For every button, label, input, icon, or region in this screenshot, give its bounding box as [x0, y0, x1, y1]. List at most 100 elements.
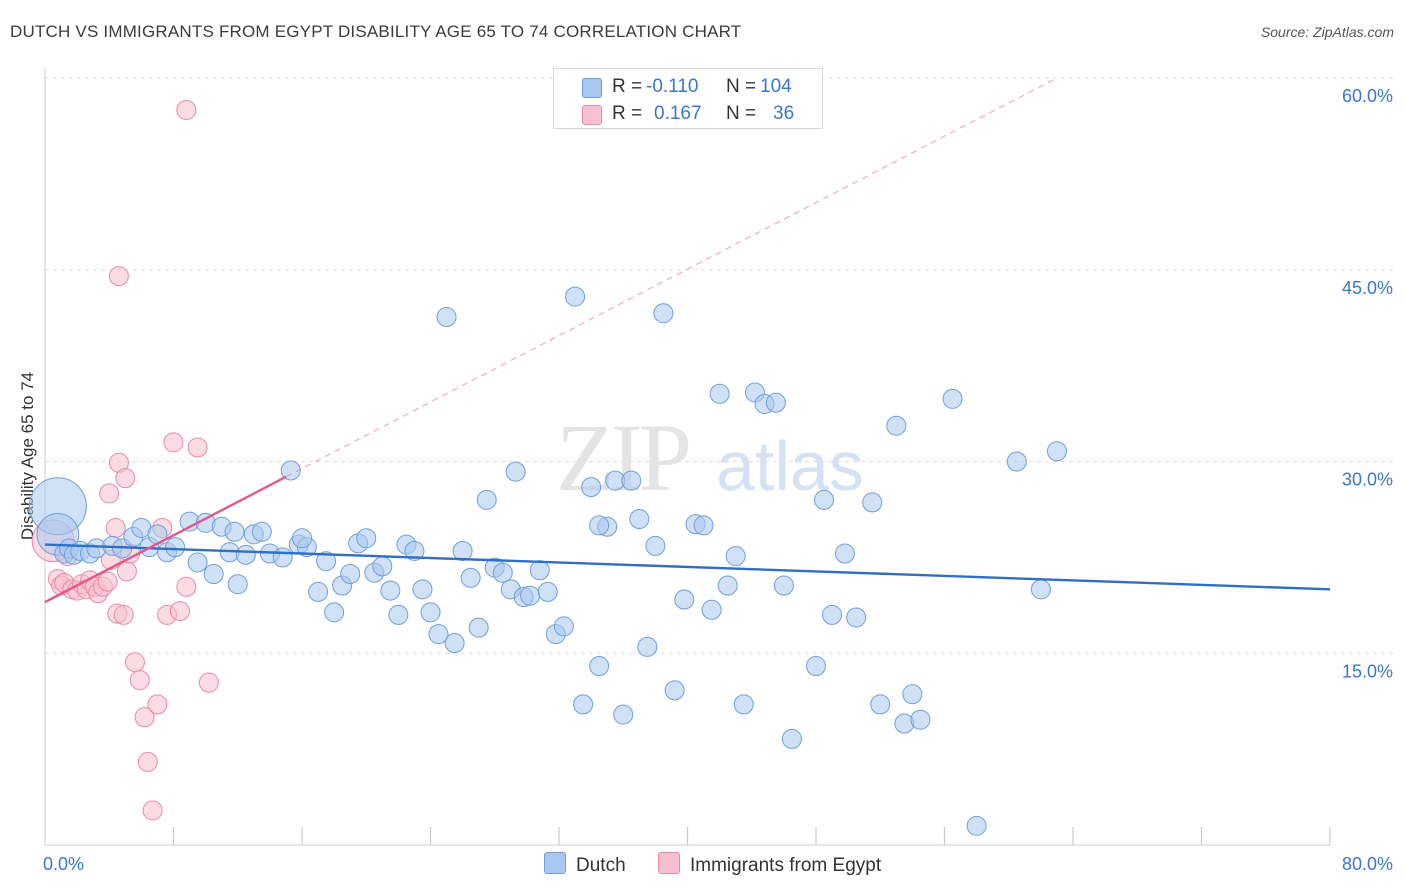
dutch-trend-line — [44, 543, 1331, 591]
watermark: ZIP atlas — [556, 404, 864, 511]
dutch-points-layer — [28, 286, 1067, 836]
egypt-point — [147, 694, 168, 715]
dutch-point — [1006, 451, 1027, 472]
egypt-point — [108, 266, 129, 287]
dutch-point — [1030, 579, 1051, 600]
legend-n-label: N = — [726, 76, 757, 97]
dutch-point — [902, 684, 923, 705]
dutch-point — [733, 694, 754, 715]
dutch-point — [553, 616, 574, 637]
dutch-point — [444, 633, 465, 654]
dutch-point — [862, 492, 883, 513]
legend-r-label: R = — [612, 76, 643, 97]
dutch-point — [942, 388, 963, 409]
legend-swatch-dutch — [582, 78, 602, 98]
dutch-point — [846, 607, 867, 628]
dutch-point — [781, 728, 802, 749]
dutch-point — [573, 694, 594, 715]
egypt-point — [169, 601, 190, 622]
bottom-legend-label-dutch: Dutch — [576, 855, 626, 876]
dutch-point — [372, 556, 393, 577]
bottom-legend-swatch-dutch — [544, 852, 566, 874]
dutch-point — [581, 477, 602, 498]
dutch-point — [589, 656, 610, 677]
dutch-point — [380, 580, 401, 601]
stats-legend: R = -0.110 N = 104 R = 0.167 N = 36 — [553, 68, 823, 129]
dutch-point — [613, 704, 634, 725]
dutch-point — [701, 599, 722, 620]
dutch-point — [476, 489, 497, 510]
axes-layer — [44, 68, 1331, 846]
dutch-point — [725, 546, 746, 567]
dutch-point — [316, 551, 337, 572]
dutch-point — [251, 521, 272, 542]
egypt-point — [137, 751, 158, 772]
dutch-point — [203, 563, 224, 584]
dutch-point — [589, 515, 610, 536]
egypt-points-layer — [31, 99, 219, 821]
y-tick-label: 15.0% — [1342, 661, 1393, 681]
dutch-point — [452, 540, 473, 561]
tick-labels-layer: 15.0% 30.0% 45.0% 60.0% 0.0% 80.0% — [43, 86, 1393, 874]
dutch-point — [910, 709, 931, 730]
dutch-point — [645, 535, 666, 556]
dutch-point — [492, 562, 513, 583]
egypt-point — [163, 432, 184, 453]
dutch-point — [674, 589, 695, 610]
legend-n-value: 104 — [760, 76, 792, 97]
dutch-point — [621, 470, 642, 491]
dutch-point — [629, 509, 650, 530]
dutch-point — [1046, 441, 1067, 462]
dutch-point — [165, 537, 186, 558]
egypt-point — [115, 468, 136, 489]
egypt-point — [99, 483, 120, 504]
dutch-point — [324, 602, 345, 623]
dutch-point — [460, 567, 481, 588]
egypt-point — [113, 604, 134, 625]
dutch-point — [966, 815, 987, 836]
egypt-point — [97, 571, 118, 592]
legend-swatch-egypt — [582, 105, 602, 125]
egypt-point — [129, 670, 150, 691]
egypt-point — [134, 707, 155, 728]
trend-lines-layer — [44, 77, 1331, 604]
dutch-point — [822, 604, 843, 625]
dutch-point — [404, 540, 425, 561]
legend-r-value: 0.167 — [654, 103, 702, 124]
dutch-point — [235, 544, 256, 565]
legend-r-label: R = — [612, 103, 643, 124]
egypt-point — [176, 99, 197, 120]
dutch-point — [806, 656, 826, 677]
x-tick-label: 80.0% — [1342, 854, 1393, 874]
dutch-point — [468, 617, 489, 638]
chart-title: DUTCH VS IMMIGRANTS FROM EGYPT DISABILIT… — [10, 22, 742, 41]
egypt-point — [124, 652, 145, 673]
dutch-point — [520, 585, 541, 606]
dutch-point — [412, 579, 433, 600]
dutch-point — [637, 636, 658, 657]
dutch-point — [664, 680, 685, 701]
bottom-legend-swatch-egypt — [658, 852, 680, 874]
dutch-point — [773, 575, 794, 596]
watermark-zip: ZIP — [556, 404, 689, 511]
dutch-point — [428, 624, 449, 645]
egypt-point — [142, 800, 163, 821]
dutch-point — [356, 528, 377, 549]
bottom-legend-label-egypt: Immigrants from Egypt — [690, 855, 882, 876]
dutch-point — [272, 547, 293, 568]
y-tick-label: 45.0% — [1342, 278, 1393, 298]
bottom-legend-egypt: Immigrants from Egypt — [658, 852, 881, 877]
egypt-point — [176, 576, 197, 597]
dutch-point — [420, 602, 441, 623]
chart-source: Source: ZipAtlas.com — [1260, 24, 1394, 40]
dutch-point — [717, 575, 738, 596]
dutch-point — [280, 460, 301, 481]
dutch-point — [529, 560, 550, 581]
bottom-legend-dutch: Dutch — [544, 852, 626, 877]
egypt-point — [187, 437, 208, 458]
legend-r-value: -0.110 — [646, 76, 699, 97]
dutch-point — [765, 392, 786, 413]
dutch-point — [709, 383, 730, 404]
legend-row-egypt: R = 0.167 N = 36 — [554, 101, 822, 127]
